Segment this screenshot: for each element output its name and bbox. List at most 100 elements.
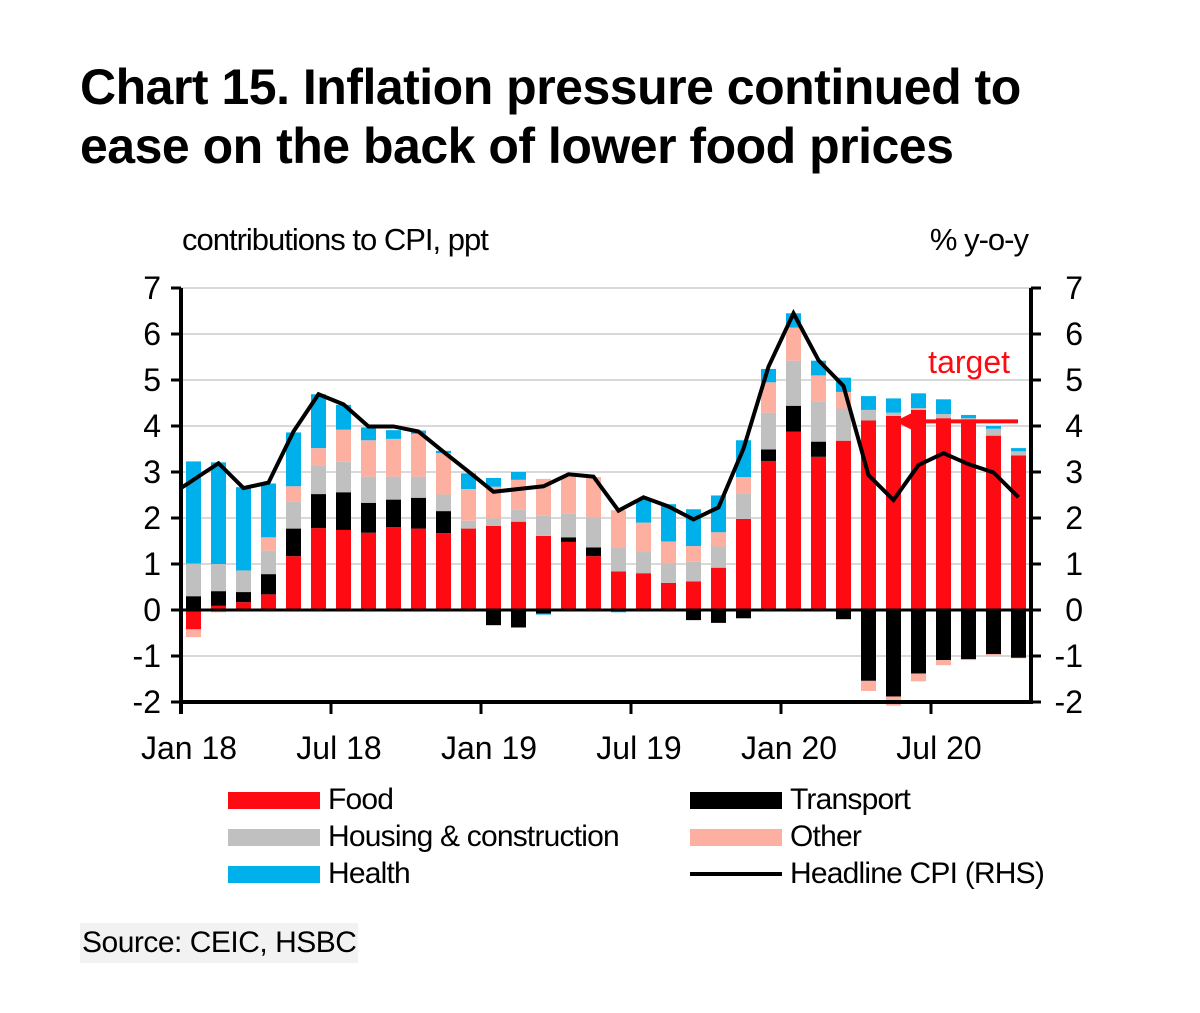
bar-health [936, 399, 951, 415]
bar-housing [261, 550, 276, 575]
bar-health [311, 394, 326, 449]
legend-swatch-transport [690, 791, 782, 809]
bar-transport [736, 610, 751, 619]
bar-other [411, 433, 426, 477]
bar-other [661, 541, 676, 564]
bar-health [736, 440, 751, 478]
bar-food [311, 528, 326, 610]
bar-transport [961, 610, 976, 660]
x-tick-label: Jul 18 [296, 730, 381, 766]
bar-food [711, 567, 726, 610]
bar-housing [586, 517, 601, 548]
bar-health [661, 504, 676, 542]
bar-transport [761, 449, 776, 461]
legend-line-cpi [690, 872, 782, 876]
bar-housing [611, 547, 626, 572]
y-tick-label-left: 3 [143, 454, 161, 490]
bar-other [786, 327, 801, 361]
bar-housing [461, 520, 476, 529]
bar-housing [386, 476, 401, 500]
bar-other [986, 654, 1001, 656]
y-tick-label-left: 0 [143, 592, 161, 628]
bar-transport [211, 591, 226, 606]
legend-label-cpi: Headline CPI (RHS) [790, 857, 1045, 890]
bar-housing [536, 515, 551, 536]
bar-transport [436, 511, 451, 534]
legend-swatch-food [228, 791, 320, 809]
bar-other [711, 532, 726, 547]
bar-food [911, 409, 926, 610]
bar-transport [411, 497, 426, 529]
bar-food [561, 541, 576, 610]
bar-other [461, 489, 476, 521]
bar-health [461, 473, 476, 490]
bar-other [486, 486, 501, 519]
bar-housing [886, 412, 901, 416]
bar-food [186, 610, 201, 630]
y-tick-label-right: -1 [1055, 638, 1083, 674]
right-axis-label: % y-o-y [929, 222, 1029, 257]
bar-housing [836, 408, 851, 441]
cpi-line [179, 308, 1020, 522]
bar-food [436, 533, 451, 610]
bar-transport [286, 528, 301, 557]
bar-transport [686, 610, 701, 621]
bar-other [586, 477, 601, 518]
x-tick-label: Jul 20 [896, 730, 981, 766]
y-tick-label-left: -1 [133, 638, 161, 674]
y-tick-label-left: 1 [143, 546, 161, 582]
bar-transport [186, 596, 201, 610]
bar-transport [236, 592, 251, 603]
target-label: target [928, 344, 1010, 380]
axes [171, 286, 1041, 714]
bar-food [761, 460, 776, 610]
y-tick-label-left: 4 [143, 408, 161, 444]
bar-food [636, 573, 651, 610]
y-tick-label-right: 7 [1065, 270, 1083, 306]
legend: Food Transport Housing & construction Ot… [228, 783, 1068, 903]
bar-health [211, 462, 226, 564]
bar-transport [936, 610, 951, 661]
bar-other [286, 486, 301, 502]
bar-transport [536, 610, 551, 614]
bar-other [611, 510, 626, 548]
bar-housing [861, 409, 876, 421]
y-tick-label-left: 2 [143, 500, 161, 536]
left-axis-label: contributions to CPI, ppt [182, 222, 489, 257]
bar-health [286, 432, 301, 487]
bar-food [211, 605, 226, 610]
y-tick-label-left: -2 [133, 684, 161, 720]
bar-food [511, 521, 526, 610]
y-tick-label-right: 2 [1065, 500, 1083, 536]
bar-health [711, 495, 726, 533]
bar-food [661, 582, 676, 610]
bar-transport [811, 441, 826, 457]
x-tick-label: Jan 19 [441, 730, 537, 766]
bar-health [961, 414, 976, 419]
bar-housing [736, 493, 751, 519]
bar-health [636, 499, 651, 523]
bar-other [736, 477, 751, 494]
bar-housing [986, 428, 1001, 436]
bar-transport [886, 610, 901, 697]
y-tick-label-right: 1 [1065, 546, 1083, 582]
bar-other [561, 476, 576, 514]
x-tick-label: Jan 20 [741, 730, 837, 766]
y-tick-label-right: 0 [1065, 592, 1083, 628]
bar-housing [1011, 451, 1026, 456]
bar-housing [661, 563, 676, 583]
bar-food [786, 431, 801, 610]
legend-swatch-health [228, 865, 320, 883]
y-tick-label-right: 3 [1065, 454, 1083, 490]
bars [186, 313, 1026, 706]
bar-other [436, 453, 451, 495]
y-tick-label-left: 6 [143, 316, 161, 352]
bar-food [286, 556, 301, 610]
legend-item-food: Food [228, 783, 394, 817]
bar-health [536, 613, 551, 615]
y-tick-label-left: 5 [143, 362, 161, 398]
bar-transport [511, 610, 526, 628]
bar-health [386, 430, 401, 439]
bar-food [686, 581, 701, 610]
bar-housing [811, 401, 826, 442]
